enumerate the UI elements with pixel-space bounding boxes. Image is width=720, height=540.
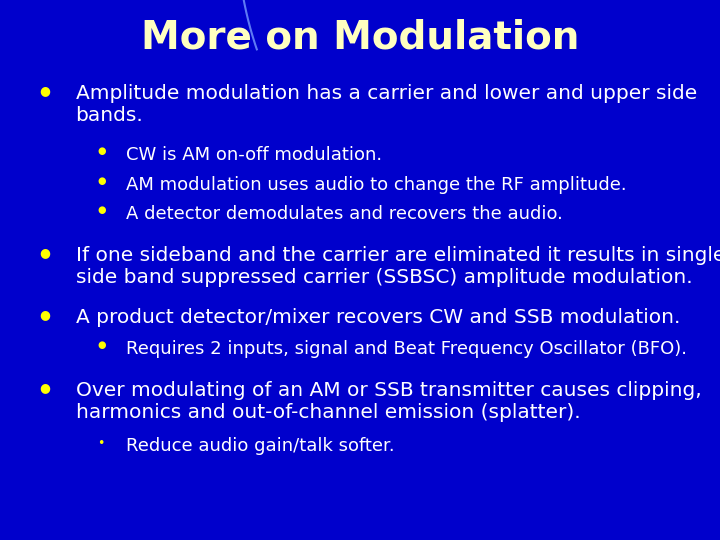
Text: ●: ●: [40, 308, 50, 321]
Text: More on Modulation: More on Modulation: [141, 19, 579, 57]
Text: Requires 2 inputs, signal and Beat Frequency Oscillator (BFO).: Requires 2 inputs, signal and Beat Frequ…: [126, 340, 687, 358]
Text: ●: ●: [97, 146, 106, 156]
Text: •: •: [97, 437, 104, 450]
Text: CW is AM on-off modulation.: CW is AM on-off modulation.: [126, 146, 382, 164]
Text: AM modulation uses audio to change the RF amplitude.: AM modulation uses audio to change the R…: [126, 176, 626, 193]
Text: If one sideband and the carrier are eliminated it results in single
side band su: If one sideband and the carrier are elim…: [76, 246, 720, 287]
Text: ●: ●: [40, 84, 50, 97]
Text: ●: ●: [97, 205, 106, 215]
Text: Over modulating of an AM or SSB transmitter causes clipping,
harmonics and out-o: Over modulating of an AM or SSB transmit…: [76, 381, 701, 422]
Text: A product detector/mixer recovers CW and SSB modulation.: A product detector/mixer recovers CW and…: [76, 308, 680, 327]
Text: A detector demodulates and recovers the audio.: A detector demodulates and recovers the …: [126, 205, 563, 223]
Text: ●: ●: [97, 176, 106, 186]
Text: Amplitude modulation has a carrier and lower and upper side
bands.: Amplitude modulation has a carrier and l…: [76, 84, 697, 125]
Text: ●: ●: [40, 381, 50, 394]
Text: Reduce audio gain/talk softer.: Reduce audio gain/talk softer.: [126, 437, 395, 455]
Text: ●: ●: [97, 340, 106, 350]
Text: ●: ●: [40, 246, 50, 259]
